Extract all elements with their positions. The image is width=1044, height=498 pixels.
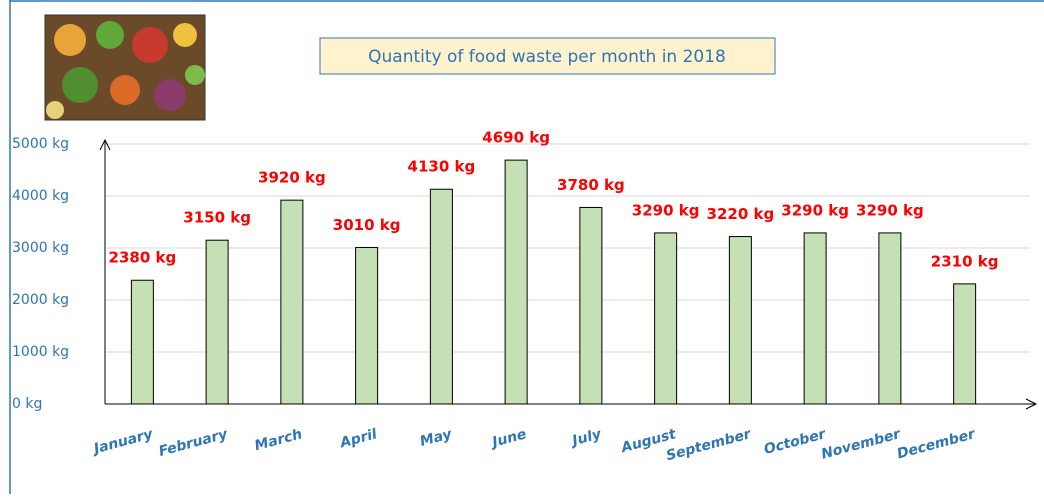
value-label: 3290 kg — [856, 201, 924, 219]
chart-title: Quantity of food waste per month in 2018 — [368, 47, 726, 67]
bar — [729, 237, 751, 404]
value-label: 3780 kg — [557, 176, 625, 194]
bar — [505, 160, 527, 404]
value-label: 2380 kg — [109, 249, 177, 267]
x-tick-label: November — [820, 426, 903, 463]
bar — [356, 247, 378, 404]
value-label: 3290 kg — [781, 201, 849, 219]
x-tick-label: May — [418, 426, 454, 450]
value-label: 4130 kg — [408, 158, 476, 176]
x-tick-label: September — [664, 426, 753, 464]
value-label: 3150 kg — [183, 209, 251, 227]
x-tick-label: July — [568, 426, 604, 450]
y-tick-label: 0 kg — [12, 396, 42, 412]
bar — [281, 200, 303, 404]
value-label: 3220 kg — [707, 205, 775, 223]
y-tick-label: 5000 kg — [12, 136, 69, 152]
bar — [131, 280, 153, 404]
x-tick-label: February — [157, 426, 230, 460]
y-tick-label: 1000 kg — [12, 344, 69, 360]
bar — [804, 233, 826, 404]
bar — [954, 284, 976, 404]
x-tick-label: March — [253, 426, 304, 454]
bar — [206, 240, 228, 404]
chart: Quantity of food waste per month in 2018… — [0, 0, 1044, 494]
value-label: 4690 kg — [482, 129, 550, 147]
value-label: 3920 kg — [258, 169, 326, 187]
value-label: 2310 kg — [931, 252, 999, 270]
bar — [655, 233, 677, 404]
food-image — [45, 15, 205, 120]
x-tick-label: April — [338, 426, 379, 451]
bar — [879, 233, 901, 404]
x-tick-label: January — [89, 426, 155, 458]
x-tick-label: June — [488, 426, 528, 451]
value-label: 3010 kg — [333, 216, 401, 234]
y-tick-label: 3000 kg — [12, 240, 69, 256]
x-tick-label: December — [895, 426, 977, 462]
bar — [430, 189, 452, 404]
x-tick-label: October — [762, 426, 828, 458]
y-tick-label: 2000 kg — [12, 292, 69, 308]
y-tick-label: 4000 kg — [12, 188, 69, 204]
bar — [580, 207, 602, 404]
value-label: 3290 kg — [632, 201, 700, 219]
